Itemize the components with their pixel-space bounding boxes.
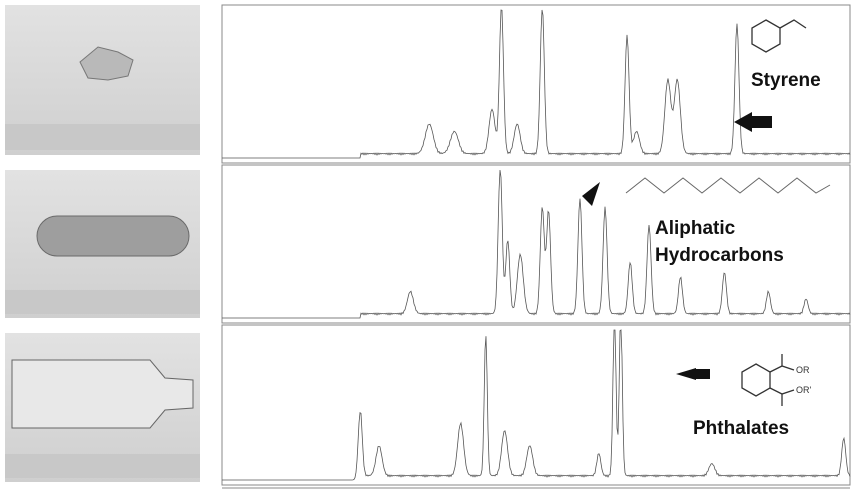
styrene-structure <box>751 19 807 53</box>
label: Styrene <box>751 70 821 91</box>
substituent: OR' <box>796 385 812 395</box>
label: Aliphatic <box>655 218 736 239</box>
chromatogram-frame <box>221 164 851 324</box>
photo-3 <box>5 333 200 482</box>
chromatogram-trace <box>222 169 851 319</box>
arrow <box>696 369 710 379</box>
chromatogram-frame <box>221 324 851 486</box>
chain-structure <box>625 177 831 194</box>
label: Hydrocarbons <box>655 245 784 266</box>
chromatogram-frame <box>221 4 851 164</box>
arrow <box>752 116 772 128</box>
chromatogram-trace <box>222 9 851 159</box>
arrow <box>676 368 696 380</box>
substituent: OR <box>796 365 810 375</box>
arrow <box>734 112 752 132</box>
photo-1 <box>5 5 200 155</box>
arrow <box>582 182 600 206</box>
label: Phthalates <box>693 418 789 439</box>
chromatogram-trace <box>222 329 851 481</box>
phthalate-structure <box>741 354 795 406</box>
photo-2 <box>5 170 200 318</box>
